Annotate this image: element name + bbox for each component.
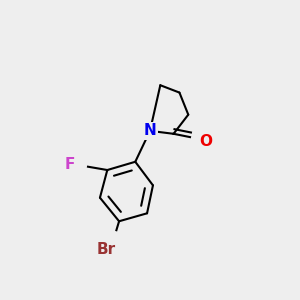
Text: Br: Br [96,242,116,257]
Text: F: F [65,157,75,172]
Text: N: N [144,123,156,138]
Text: N: N [144,123,156,138]
Text: O: O [200,134,212,149]
